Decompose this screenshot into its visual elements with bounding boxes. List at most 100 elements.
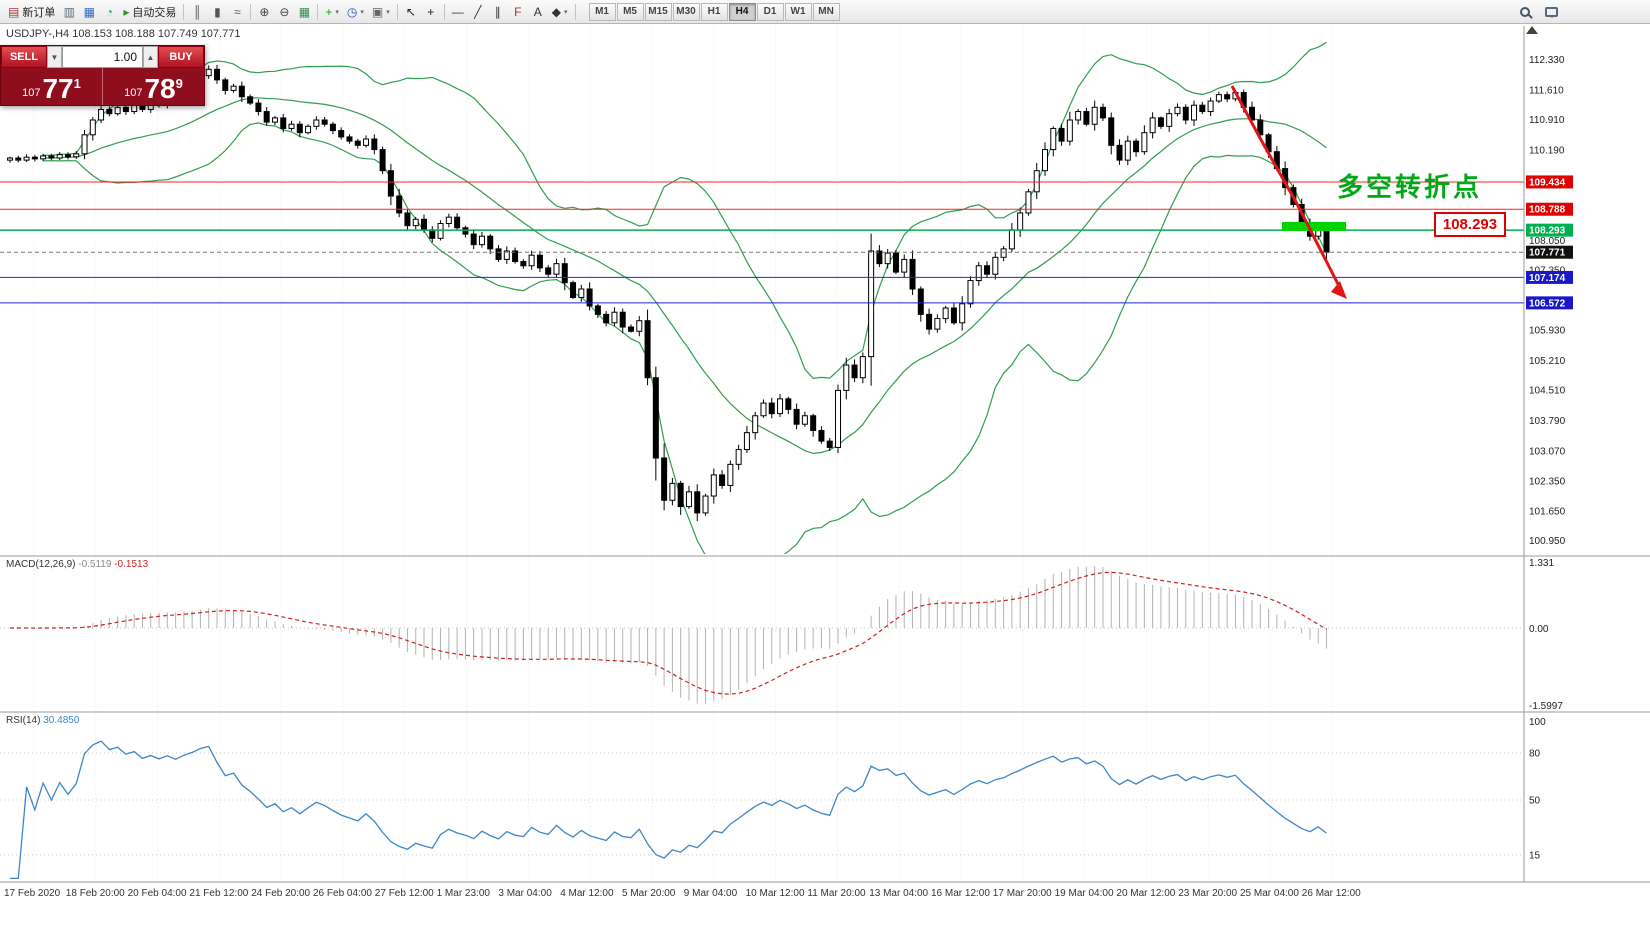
templates-button[interactable]: ▣ ▾ <box>368 2 394 22</box>
profiles-button[interactable]: ▦ <box>79 2 99 22</box>
candle <box>586 288 593 307</box>
toolbar-separator <box>396 3 398 20</box>
candle <box>288 123 295 129</box>
drawn-objects[interactable] <box>0 26 1538 304</box>
sell-button[interactable]: SELL <box>1 46 47 68</box>
trendline-icon: ╱ <box>474 4 482 19</box>
support-highlight-bar[interactable] <box>1282 222 1346 231</box>
timeframe-button-w1[interactable]: W1 <box>784 2 812 21</box>
time-axis-label: 16 Mar 12:00 <box>931 888 990 899</box>
candlestick-button[interactable]: ▮ <box>207 2 227 22</box>
time-axis-label: 5 Mar 20:00 <box>622 888 676 899</box>
annotation-text[interactable]: 多空转折点 <box>1337 172 1483 202</box>
text-button[interactable]: A <box>528 2 548 22</box>
timeframe-button-h1[interactable]: H1 <box>700 2 728 21</box>
time-axis-label: 19 Mar 04:00 <box>1055 888 1114 899</box>
candle <box>1099 106 1106 119</box>
candle <box>868 250 875 358</box>
toolbar-separator <box>574 3 576 20</box>
price-badge-text: 107.174 <box>1529 273 1566 284</box>
price-axis-label: 110.190 <box>1529 146 1565 157</box>
timeframe-button-m15[interactable]: M15 <box>644 2 672 21</box>
buy-price[interactable]: 107 78 9 <box>103 68 204 105</box>
autotrading-button[interactable]: ▸ 自动交易 <box>119 2 180 22</box>
candle <box>892 252 899 273</box>
timeframe-button-d1[interactable]: D1 <box>756 2 784 21</box>
refresh-button[interactable]: ◔ <box>99 2 119 22</box>
candle <box>1257 119 1264 136</box>
indicators-button[interactable]: + ▾ <box>321 2 343 22</box>
search-button[interactable] <box>1515 2 1535 22</box>
charts-grid-icon: ▥ <box>63 4 76 19</box>
candle <box>1182 106 1189 121</box>
line-chart-button[interactable]: ≈ <box>227 2 247 22</box>
bar-chart-button[interactable]: ║ <box>187 2 207 22</box>
price-axis-label: 112.330 <box>1529 55 1565 66</box>
price-tag-box[interactable]: 108.293 <box>1434 212 1506 237</box>
candle <box>942 307 949 320</box>
crosshair-icon: + <box>427 4 435 19</box>
timeframe-button-m30[interactable]: M30 <box>672 2 700 21</box>
channel-button[interactable]: ∥ <box>488 2 508 22</box>
candle <box>967 280 974 305</box>
candle <box>1075 111 1082 121</box>
price-badge-text: 109.434 <box>1529 177 1566 188</box>
hline-button[interactable]: — <box>448 2 468 22</box>
price-axis-label: 110.910 <box>1529 115 1565 126</box>
candle <box>1116 144 1123 161</box>
toolbar: ▤ 新订单 ▥ ▦ ◔ ▸ 自动交易 ║ ▮ ≈ ⊕ ⊖ ▦ + ▾ ◷ ▾ ▣ ▾ ↖ + — ╱ ∥ F A ◆ ▾ M1 M5 M1… <box>0 0 1650 24</box>
candle <box>1199 104 1206 113</box>
timeframe-button-m1[interactable]: M1 <box>588 2 616 21</box>
price-badge <box>1526 245 1573 259</box>
candle <box>917 288 924 315</box>
new-order-button[interactable]: ▤ 新订单 <box>4 2 59 22</box>
periods-button[interactable]: ◷ ▾ <box>343 2 368 22</box>
trendline-button[interactable]: ╱ <box>468 2 488 22</box>
candle <box>611 311 618 324</box>
volume-down-button[interactable]: ▼ <box>47 46 62 68</box>
volume-input[interactable]: 1.00 <box>62 46 143 68</box>
timeframe-button-h4[interactable]: H4 <box>728 2 756 21</box>
autotrading-button-label: 自动交易 <box>132 6 177 19</box>
candle <box>644 320 651 379</box>
macd-indicator-label: MACD(12,26,9) -0.5119 -0.1513 <box>6 559 148 570</box>
bollinger-band-line <box>43 122 1328 554</box>
fibonacci-button[interactable]: F <box>508 2 528 22</box>
buy-button[interactable]: BUY <box>158 46 204 68</box>
candle <box>884 252 891 265</box>
sell-price[interactable]: 107 77 1 <box>1 68 102 105</box>
rsi-name: RSI(14) <box>6 715 41 726</box>
candle <box>503 250 510 260</box>
candle <box>959 303 966 324</box>
candle <box>1042 149 1048 172</box>
timeframe-button-mn[interactable]: MN <box>812 2 840 21</box>
candle <box>106 108 113 115</box>
price-divider <box>102 68 103 105</box>
zoom-in-button[interactable]: ⊕ <box>254 2 274 22</box>
price-badge-text: 108.788 <box>1529 205 1566 216</box>
rsi-value: 30.4850 <box>43 715 80 726</box>
price-axis-label: 103.070 <box>1529 446 1566 457</box>
tile-windows-button[interactable]: ▦ <box>294 2 314 22</box>
candle <box>984 265 991 275</box>
zoom-out-button[interactable]: ⊖ <box>274 2 294 22</box>
timeframe-button-m5[interactable]: M5 <box>616 2 644 21</box>
trend-arrow-line[interactable] <box>1230 85 1342 289</box>
volume-up-button[interactable]: ▲ <box>143 46 158 68</box>
arrows-button[interactable]: ◆ ▾ <box>548 2 572 22</box>
cursor-button[interactable]: ↖ <box>401 2 421 22</box>
candle <box>445 216 452 225</box>
macd-axis-label: 0.00 <box>1529 624 1549 635</box>
candle <box>1191 104 1198 121</box>
buy-price-prefix: 107 <box>124 87 143 99</box>
candle <box>1141 132 1148 153</box>
community-button[interactable] <box>1541 2 1562 22</box>
charts-grid-button[interactable]: ▥ <box>59 2 79 22</box>
chart-shift-marker[interactable] <box>1526 26 1538 34</box>
candle <box>1108 117 1115 146</box>
price-badge <box>1526 223 1573 237</box>
candlestick-icon: ▮ <box>214 4 221 19</box>
chevron-down-icon: ▾ <box>360 8 364 16</box>
crosshair-button[interactable]: + <box>421 2 441 22</box>
